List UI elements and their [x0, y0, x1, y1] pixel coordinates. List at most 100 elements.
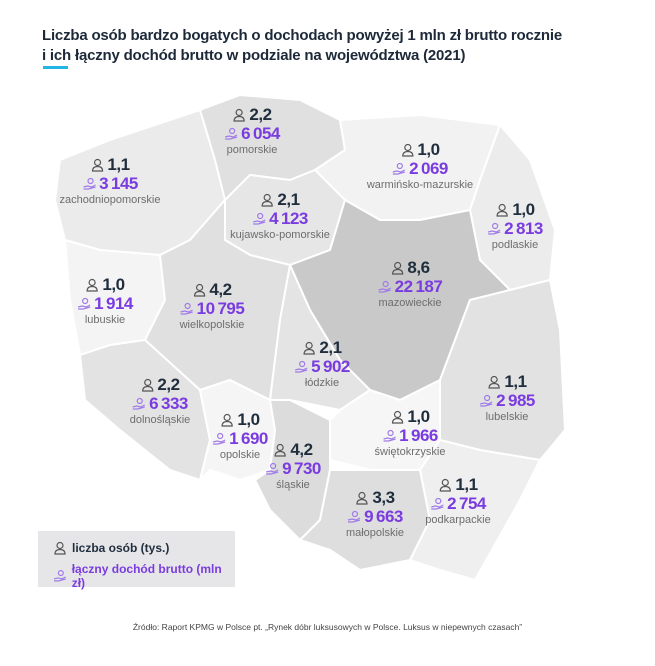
person-count: 1,1 — [504, 371, 527, 391]
person-count: 2,2 — [157, 374, 180, 394]
person-icon — [141, 378, 154, 392]
hand-money-icon — [53, 570, 67, 582]
region-podkarpackie — [409, 439, 541, 581]
person-icon — [193, 283, 206, 297]
person-icon — [496, 203, 509, 217]
person-icon — [221, 413, 234, 427]
hand-money-icon — [82, 177, 96, 190]
region-name: opolskie — [219, 449, 261, 461]
region-label: 4,2 10 795 wielkopolskie — [179, 280, 245, 332]
hand-money-icon — [77, 297, 91, 310]
income-row: 6 054 — [224, 124, 280, 143]
person-icon — [303, 341, 316, 355]
hand-money-icon — [294, 360, 308, 373]
region-label: 8,6 22 187 mazowieckie — [378, 258, 443, 309]
region-name: łódzkie — [304, 377, 340, 389]
income-value: 22 187 — [394, 276, 443, 296]
income-value: 6 054 — [241, 123, 280, 143]
income-value: 4 123 — [269, 208, 308, 228]
person-count: 1,0 — [512, 199, 535, 219]
region-label: 1,0 1 966 świętokrzyskie — [375, 407, 446, 459]
region-label: 1,1 2 985 lubelskie — [479, 372, 535, 423]
income-row: 3 145 — [60, 174, 161, 193]
person-icon — [391, 261, 404, 275]
count-row: 2,2 — [224, 105, 280, 124]
region-name: pomorskie — [226, 144, 278, 156]
count-row: 1,0 — [487, 200, 543, 219]
income-value: 9 663 — [364, 506, 403, 526]
person-icon — [488, 375, 501, 389]
region-label: 3,3 9 663 małopolskie — [345, 488, 405, 540]
region-name: mazowieckie — [378, 297, 442, 309]
person-icon — [356, 491, 369, 505]
income-row: 1 914 — [77, 294, 133, 313]
income-value: 10 795 — [196, 298, 245, 318]
person-count: 1,1 — [107, 154, 130, 174]
income-row: 1 690 — [212, 429, 268, 448]
hand-money-icon — [224, 127, 238, 140]
region-label: 2,1 4 123 kujawsko-pomorskie — [230, 189, 330, 242]
hand-money-icon — [392, 162, 406, 175]
income-value: 1 690 — [229, 428, 268, 448]
person-count: 3,3 — [372, 487, 395, 507]
person-count: 1,0 — [102, 274, 125, 294]
income-row: 10 795 — [180, 299, 245, 318]
hand-money-icon — [212, 432, 226, 445]
income-row: 4 123 — [230, 209, 330, 228]
person-count: 1,0 — [417, 139, 440, 159]
person-icon — [274, 443, 287, 457]
region-name: małopolskie — [345, 527, 405, 539]
legend-count-label: liczba osób (tys.) — [72, 541, 170, 555]
region-name: lubuskie — [84, 314, 126, 326]
person-count: 1,0 — [237, 409, 260, 429]
legend-count: liczba osób (tys.) — [53, 541, 169, 555]
person-count: 2,1 — [277, 189, 300, 209]
title: Liczba osób bardzo bogatych o dochodach … — [42, 26, 562, 66]
hand-money-icon — [180, 302, 193, 315]
income-row: 9 730 — [265, 459, 321, 478]
person-count: 4,2 — [209, 279, 232, 299]
hand-money-icon — [378, 280, 391, 293]
income-value: 1 914 — [94, 293, 133, 313]
hand-money-icon — [430, 497, 444, 510]
region-label: 1,0 1 690 opolskie — [212, 410, 268, 461]
region-name: kujawsko-pomorskie — [230, 229, 330, 241]
income-value: 1 966 — [399, 425, 438, 445]
count-row: 2,2 — [130, 375, 191, 394]
region-label: 1,0 2 069 warmińsko-mazurskie — [367, 140, 473, 192]
income-value: 2 985 — [496, 390, 535, 410]
hand-money-icon — [479, 394, 493, 407]
count-row: 1,1 — [425, 475, 490, 494]
region-label: 2,2 6 054 pomorskie — [224, 105, 280, 156]
income-row: 22 187 — [378, 277, 443, 296]
region-label: 2,1 5 902 łódzkie — [294, 338, 350, 389]
count-row: 1,0 — [367, 140, 473, 159]
income-row: 5 902 — [294, 357, 350, 376]
region-name: śląskie — [276, 479, 310, 491]
person-count: 2,2 — [249, 104, 272, 124]
title-line-1: Liczba osób bardzo bogatych o dochodach … — [42, 27, 563, 44]
person-icon — [54, 541, 66, 555]
region-małopolskie — [299, 469, 431, 571]
legend-income-label: łączny dochód brutto (mln zł) — [71, 562, 222, 590]
income-row: 9 663 — [346, 507, 404, 526]
income-row: 2 069 — [367, 159, 473, 178]
person-icon — [261, 193, 274, 207]
region-name: wielkopolskie — [179, 319, 245, 331]
count-row: 3,3 — [346, 488, 404, 507]
person-icon — [91, 158, 104, 172]
region-label: 1,1 3 145 zachodniopomorskie — [60, 155, 161, 207]
source-note: Źródło: Raport KPMG w Polsce pt. „Rynek … — [132, 622, 523, 632]
region-name: dolnośląskie — [129, 414, 191, 426]
income-row: 6 333 — [130, 394, 191, 413]
count-row: 1,0 — [77, 275, 133, 294]
person-count: 1,1 — [455, 474, 478, 494]
count-row: 1,0 — [212, 410, 268, 429]
person-count: 2,1 — [319, 337, 342, 357]
person-icon — [233, 108, 246, 122]
count-row: 1,1 — [60, 155, 161, 174]
count-row: 4,2 — [180, 280, 245, 299]
person-icon — [391, 410, 404, 424]
region-label: 1,0 2 813 podlaskie — [487, 200, 543, 251]
